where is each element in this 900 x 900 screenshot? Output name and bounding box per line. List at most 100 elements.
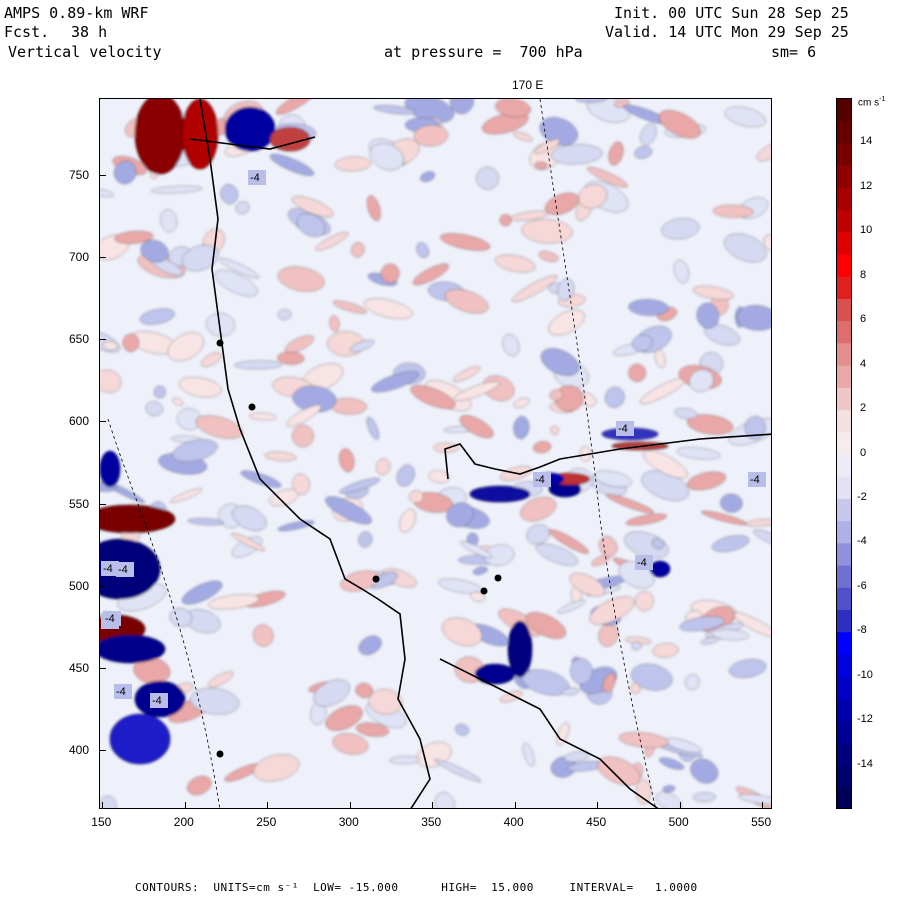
colorbar-units-text: cm s [858, 97, 880, 109]
contour-label: -4 [535, 474, 545, 486]
contour-label: -4 [250, 172, 260, 184]
contour-region [499, 214, 512, 227]
contour-region [729, 659, 767, 678]
contour-region [434, 759, 482, 782]
colorbar-band [837, 632, 851, 655]
contour-region [102, 341, 118, 351]
contour-region [685, 674, 700, 691]
contour-region [190, 687, 240, 715]
colorbar-units: cm s-1 [858, 96, 886, 109]
contour-region [285, 335, 314, 353]
x-tick-mark [184, 802, 186, 809]
contour-region [724, 106, 766, 128]
contour-region [711, 629, 749, 641]
y-tick-label: 450 [69, 660, 90, 675]
contour-label: -4 [103, 563, 113, 575]
colorbar-band [837, 743, 851, 767]
strong-contour-region [100, 450, 121, 488]
y-tick-mark [99, 257, 106, 259]
coastline [439, 658, 659, 808]
contour-region [376, 458, 391, 475]
colorbar-band [837, 654, 851, 678]
contour-region [181, 580, 223, 605]
contour-region [674, 408, 698, 419]
y-tick-label: 500 [69, 578, 90, 593]
contour-region [550, 144, 603, 165]
contour-region [366, 195, 381, 221]
contour-region [736, 305, 771, 331]
contour-region [459, 415, 494, 438]
contour-region [100, 795, 117, 808]
colorbar-level: -6 [857, 579, 867, 592]
x-tick-label: 550 [751, 815, 772, 829]
contour-region [201, 352, 222, 367]
colorbar-band [837, 721, 851, 744]
contour-region [470, 591, 486, 602]
contour-region [511, 275, 558, 302]
contour-region [450, 99, 474, 114]
contour-region [214, 269, 258, 297]
colorbar-level: 2 [860, 402, 867, 415]
contour-region [631, 641, 642, 651]
contour-region [550, 425, 560, 435]
contour-label-box [103, 611, 121, 626]
contour-region [277, 309, 292, 320]
contour-region [100, 369, 122, 393]
station-dot [372, 575, 380, 583]
colorbar-band [837, 99, 851, 122]
model-title: AMPS 0.89-km WRF [4, 4, 149, 22]
x-tick-label: 150 [91, 815, 112, 829]
colorbar-level: 0 [860, 446, 867, 459]
x-tick-label: 400 [503, 815, 524, 829]
contour-region [100, 188, 114, 197]
contour-region [502, 333, 520, 356]
contour-region [434, 792, 455, 808]
colorbar-level: -2 [857, 490, 867, 503]
colorbar-band [837, 698, 851, 722]
colorbar-band [837, 432, 851, 455]
contour-label-box [114, 684, 132, 699]
contour-region [499, 690, 523, 703]
contour-region [145, 401, 163, 416]
contour-region [534, 161, 548, 169]
contour-region [655, 792, 682, 808]
contour-region [525, 612, 566, 639]
contour-region [277, 266, 325, 292]
contour-region [512, 131, 533, 142]
colorbar-band [837, 565, 851, 589]
contour-region [399, 508, 416, 533]
colorbar-band [837, 476, 851, 500]
contour-region [692, 792, 716, 802]
contour-region [634, 146, 653, 159]
contour-region [661, 218, 700, 240]
vertical-velocity-map: -4-4-4-4-4-4-4-4-4-4-4 [99, 98, 772, 809]
pressure-level: at pressure = 700 hPa [384, 43, 583, 61]
contour-region [520, 496, 556, 522]
contour-region [231, 532, 265, 551]
contour-region [564, 751, 590, 763]
colorbar-band [837, 587, 851, 611]
contour-region [329, 315, 340, 332]
contour-region [652, 643, 679, 658]
contour-region [339, 477, 381, 494]
y-tick-mark [99, 585, 106, 587]
contour-region [628, 299, 669, 316]
contour-region [264, 451, 297, 462]
contour-region [589, 596, 635, 625]
y-tick-mark [99, 503, 106, 505]
colorbar-band [837, 498, 851, 522]
contour-region [548, 309, 585, 336]
contour-region [618, 732, 669, 749]
contour-region [724, 233, 767, 263]
station-dot [216, 750, 224, 758]
contour-region [389, 756, 421, 764]
contour-region [292, 473, 310, 495]
station-dot [480, 587, 488, 595]
contour-region [408, 490, 424, 504]
contour-region [433, 442, 460, 453]
contour-region [412, 263, 449, 285]
contour-region [205, 313, 236, 337]
contour-region [219, 258, 260, 279]
contour-region [630, 682, 641, 694]
init-time: Init. 00 UTC Sun 28 Sep 25 [614, 4, 849, 22]
